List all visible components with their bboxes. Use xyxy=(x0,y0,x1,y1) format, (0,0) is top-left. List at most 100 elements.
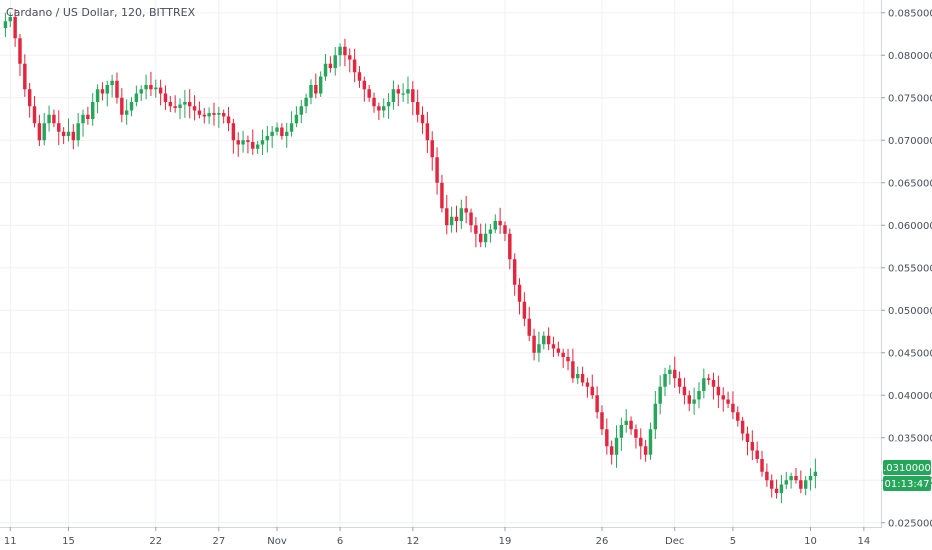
candle-body xyxy=(765,471,769,481)
candle-body xyxy=(420,114,425,124)
grid-lines xyxy=(0,0,881,527)
candle-body xyxy=(37,123,42,141)
x-tick-label: 14 xyxy=(858,536,871,547)
candle-body xyxy=(614,437,619,455)
candle-body xyxy=(396,89,400,94)
candle-body xyxy=(677,378,682,387)
candle-body xyxy=(745,433,750,442)
candle-body xyxy=(57,123,61,132)
y-tick-label: 0.04000000 xyxy=(888,391,932,402)
candle-body xyxy=(47,114,51,124)
candle-body xyxy=(280,127,284,136)
candle-body xyxy=(469,212,473,226)
candle-body xyxy=(784,480,788,485)
candle-body xyxy=(508,233,512,260)
candle-body xyxy=(629,420,633,430)
candle-body xyxy=(517,284,522,302)
last-price-label: 0.03100000 xyxy=(877,463,932,474)
candle-body xyxy=(750,442,755,451)
candle-body xyxy=(512,259,517,285)
candle-body xyxy=(357,72,362,81)
candle-body xyxy=(192,106,197,111)
y-tick-label: 0.06500000 xyxy=(888,178,932,189)
last-price-badge: 0.03100000 xyxy=(877,460,932,475)
candle-body xyxy=(702,378,706,391)
candle-body xyxy=(488,229,493,234)
candle-body xyxy=(251,141,255,149)
candle-body xyxy=(23,63,27,90)
candle-body xyxy=(692,399,696,404)
candle-body xyxy=(270,131,274,136)
candle-body xyxy=(673,369,677,379)
candle-body xyxy=(318,76,323,94)
candle-body xyxy=(362,80,367,90)
candle-body xyxy=(493,221,497,230)
candle-body xyxy=(479,233,483,243)
candle-body xyxy=(352,59,357,73)
candle-body xyxy=(808,476,813,481)
candle-body xyxy=(139,89,143,94)
candle-body xyxy=(246,140,250,142)
candle-body xyxy=(639,437,643,447)
candle-body xyxy=(110,80,114,85)
candle-body xyxy=(542,335,546,345)
candle-body xyxy=(314,85,318,94)
candle-body xyxy=(328,63,333,68)
candle-body xyxy=(561,352,565,357)
candle-body xyxy=(454,216,459,221)
candle-body xyxy=(803,480,808,489)
candle-body xyxy=(406,89,410,94)
candle-body xyxy=(668,369,672,374)
candle-body xyxy=(8,17,12,22)
candle-body xyxy=(338,46,342,56)
candle-body xyxy=(212,113,216,115)
candle-body xyxy=(207,113,211,117)
candle-body xyxy=(653,403,658,430)
x-tick-label: 22 xyxy=(149,536,162,547)
candle-body xyxy=(158,87,163,94)
candle-body xyxy=(377,106,381,111)
y-axis-ticks: 0.025000000.030000000.035000000.04000000… xyxy=(881,8,932,529)
candle-body xyxy=(144,85,148,90)
y-tick-label: 0.05500000 xyxy=(888,263,932,274)
candle-body xyxy=(556,348,561,353)
countdown-badge: 01:13:47 xyxy=(883,476,931,491)
chart-title: Cardano / US Dollar, 120, BITTREX xyxy=(6,6,196,19)
candle-body xyxy=(81,114,85,124)
candle-body xyxy=(648,429,653,455)
x-tick-label: 10 xyxy=(804,536,817,547)
candle-body xyxy=(86,114,90,119)
y-tick-label: 0.05000000 xyxy=(888,306,932,317)
candle-body xyxy=(71,131,76,141)
y-tick-label: 0.07000000 xyxy=(888,136,932,147)
x-tick-label: 19 xyxy=(499,536,512,547)
candle-body xyxy=(634,429,638,438)
candle-body xyxy=(619,425,624,438)
candle-body xyxy=(168,102,173,107)
x-tick-label: 6 xyxy=(337,536,343,547)
candle-body xyxy=(449,216,454,226)
candle-body xyxy=(367,89,371,98)
candle-body xyxy=(294,114,299,124)
candle-body xyxy=(275,127,279,132)
candle-body xyxy=(522,301,527,319)
candle-body xyxy=(241,140,245,145)
candle-body xyxy=(343,46,347,56)
candle-body xyxy=(774,488,779,493)
candle-body xyxy=(348,55,352,60)
candle-body xyxy=(585,382,590,387)
candle-body xyxy=(197,110,202,115)
candle-body xyxy=(643,446,648,455)
candle-body xyxy=(323,63,328,77)
candle-body xyxy=(682,386,687,396)
candle-body xyxy=(173,106,177,108)
candle-body xyxy=(779,484,784,493)
y-tick-label: 0.02500000 xyxy=(888,518,932,529)
x-tick-label: Dec xyxy=(665,536,684,547)
candle-body xyxy=(260,140,265,145)
candle-body xyxy=(66,131,71,136)
candle-body xyxy=(32,106,37,124)
candle-body xyxy=(231,123,236,141)
candle-body xyxy=(736,412,740,421)
